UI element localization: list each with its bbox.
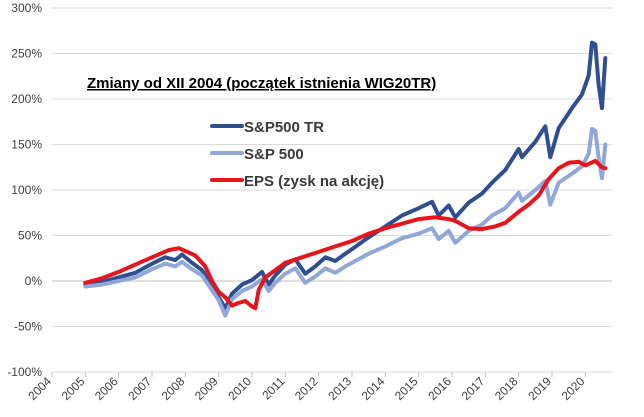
x-tick-label: 2009 xyxy=(192,374,221,403)
y-tick-label: 300% xyxy=(11,1,42,15)
y-tick-label: 150% xyxy=(11,138,42,152)
x-tick-label: 2018 xyxy=(492,374,521,403)
legend-label-s-p500-tr: S&P500 TR xyxy=(244,119,324,136)
y-tick-label: 250% xyxy=(11,47,42,61)
series-line-eps-zysk-na-akcj xyxy=(83,158,608,311)
y-tick-label: 100% xyxy=(11,183,42,197)
x-tick-label: 2012 xyxy=(292,374,321,403)
y-tick-label: 0% xyxy=(25,274,43,288)
x-axis-ticks: 2004 2005 2006 2007 2008 2009 2010 2011 2012 2013… xyxy=(25,372,588,403)
x-tick-label: 2019 xyxy=(525,374,554,403)
x-tick-label: 2007 xyxy=(125,374,154,403)
y-tick-label: 200% xyxy=(11,92,42,106)
legend-label-eps-zysk-na-akcj: EPS (zysk na akcję) xyxy=(244,173,384,190)
chart-title: Zmiany od XII 2004 (początek istnienia W… xyxy=(87,75,436,92)
series-lines xyxy=(83,40,608,318)
series-line-s-p-500 xyxy=(83,127,608,318)
series-line-s-p500-tr xyxy=(83,40,608,311)
x-tick-label: 2006 xyxy=(92,374,121,403)
y-tick-label: -50% xyxy=(14,320,42,334)
gridlines xyxy=(52,7,612,373)
y-tick-label: 50% xyxy=(18,229,42,243)
x-tick-label: 2020 xyxy=(559,374,588,403)
legend: S&P500 TR S&P 500 EPS (zysk na akcję) xyxy=(210,119,384,190)
x-tick-label: 2011 xyxy=(259,374,287,402)
x-tick-label: 2017 xyxy=(459,374,488,403)
x-tick-label: 2015 xyxy=(392,374,421,403)
x-tick-label: 2016 xyxy=(425,374,454,403)
x-tick-label: 2005 xyxy=(59,374,88,403)
y-tick-label: -100% xyxy=(7,365,42,379)
x-tick-label: 2008 xyxy=(159,374,188,403)
x-tick-label: 2014 xyxy=(359,374,388,403)
x-tick-label: 2010 xyxy=(225,374,254,403)
legend-label-s-p-500: S&P 500 xyxy=(244,146,304,163)
x-tick-label: 2013 xyxy=(325,374,354,403)
y-axis-ticks: -100% -50% 0% 50% 100% 150% 200% 250% 300% xyxy=(7,1,42,379)
